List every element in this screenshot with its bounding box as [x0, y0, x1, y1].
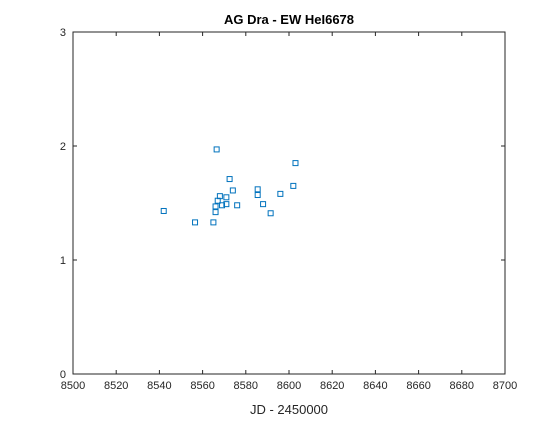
data-point: [223, 194, 230, 201]
x-tick-label: 8640: [363, 380, 387, 392]
data-point: [213, 146, 220, 153]
data-point: [290, 182, 297, 189]
data-point: [260, 201, 267, 208]
x-tick-label: 8580: [234, 380, 258, 392]
x-tick-label: 8520: [104, 380, 128, 392]
y-tick-label: 2: [60, 141, 66, 153]
data-markers: [160, 146, 299, 226]
data-point: [277, 190, 284, 197]
data-point: [229, 187, 236, 194]
data-point: [254, 186, 261, 193]
data-point: [210, 219, 217, 226]
x-tick-label: 8500: [61, 380, 85, 392]
y-tick-label: 0: [60, 369, 66, 381]
data-point: [292, 160, 299, 167]
axis-ticks: 8500 8520 8540 8560 8580 8600 8620 8640 8660 8680…: [60, 27, 517, 392]
x-tick-label: 8700: [493, 380, 517, 392]
x-tick-label: 8680: [450, 380, 474, 392]
y-tick-label: 3: [60, 27, 66, 39]
data-point: [267, 210, 274, 217]
x-tick-label: 8540: [147, 380, 171, 392]
data-point: [216, 193, 223, 200]
chart-title: AG Dra - EW HeI6678: [224, 12, 354, 27]
y-tick-label: 1: [60, 255, 66, 267]
data-point: [212, 209, 219, 216]
x-tick-label: 8660: [406, 380, 430, 392]
x-tick-label: 8620: [320, 380, 344, 392]
data-point: [212, 203, 219, 210]
data-point: [192, 219, 199, 226]
x-axis-label: JD - 2450000: [250, 402, 328, 417]
data-point: [254, 192, 261, 199]
data-point: [234, 202, 241, 209]
plot-area: [72, 31, 506, 375]
data-point: [160, 207, 167, 214]
data-point: [223, 201, 230, 208]
data-point: [226, 176, 233, 183]
x-tick-label: 8560: [190, 380, 214, 392]
x-tick-label: 8600: [277, 380, 301, 392]
data-point: [219, 202, 226, 209]
